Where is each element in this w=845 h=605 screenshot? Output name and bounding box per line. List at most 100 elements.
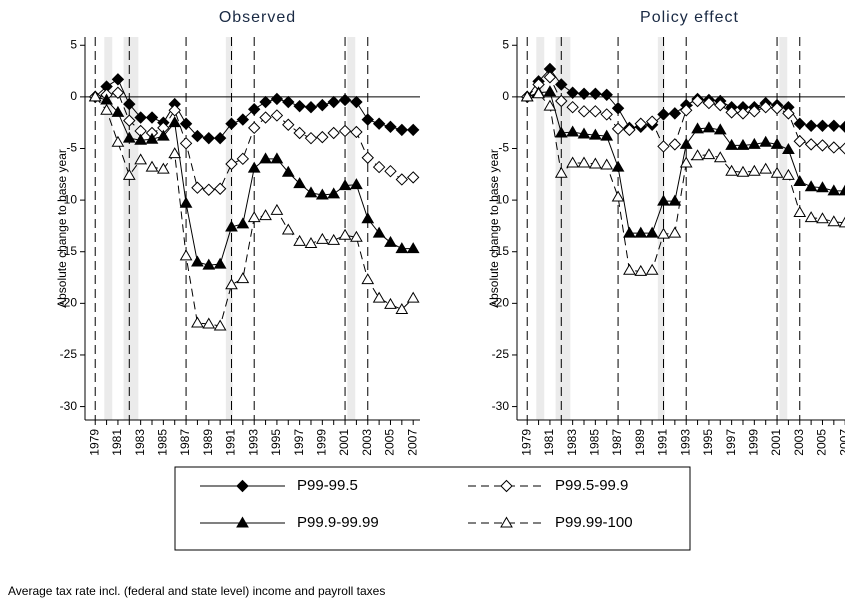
data-point <box>384 235 397 247</box>
data-point <box>327 233 341 245</box>
data-point <box>293 177 306 189</box>
data-point <box>327 126 340 140</box>
data-point <box>543 71 557 84</box>
legend-label: P99.9-99.99 <box>297 514 379 531</box>
data-point <box>600 88 613 102</box>
y-tick-label: -25 <box>60 347 78 361</box>
data-point <box>838 120 845 133</box>
data-point <box>134 133 148 145</box>
data-point <box>736 107 750 120</box>
data-point <box>259 111 272 124</box>
data-point <box>804 180 818 192</box>
data-point <box>634 117 647 130</box>
data-point <box>702 96 716 110</box>
data-point <box>566 86 579 99</box>
data-point <box>281 223 295 235</box>
data-point <box>281 165 295 177</box>
panel: Observed Absolute change to base year 5 0 -5… <box>55 9 420 456</box>
shaded-span <box>347 37 356 420</box>
data-point <box>679 156 693 168</box>
data-point <box>838 184 845 196</box>
y-tick-label: -15 <box>60 244 78 258</box>
data-point <box>111 105 125 117</box>
data-point <box>259 95 272 109</box>
data-point <box>816 212 829 224</box>
data-point <box>668 194 682 206</box>
data-point <box>111 135 125 147</box>
data-point <box>213 319 227 331</box>
data-point <box>361 273 375 285</box>
data-point <box>179 137 193 150</box>
data-point <box>315 188 329 200</box>
data-point <box>122 168 136 180</box>
x-tick-label: 1999 <box>315 429 329 456</box>
data-point <box>338 228 352 240</box>
data-point <box>123 114 136 127</box>
data-point <box>759 135 773 147</box>
x-tick-label: 1985 <box>156 429 170 456</box>
data-point <box>156 129 170 141</box>
data-point <box>713 151 727 163</box>
x-tick-label: 1989 <box>201 429 215 456</box>
data-point <box>645 263 659 275</box>
data-point <box>657 108 670 121</box>
data-point <box>793 117 806 130</box>
data-point <box>338 93 352 107</box>
data-point <box>770 166 784 178</box>
data-point <box>168 104 181 117</box>
x-tick-label: 1987 <box>178 429 192 456</box>
y-tick-label: -20 <box>60 296 78 310</box>
shaded-span <box>779 37 788 420</box>
data-point <box>259 152 272 164</box>
data-point <box>247 103 261 116</box>
data-point <box>623 263 636 275</box>
data-point <box>748 105 761 118</box>
data-point <box>406 291 420 303</box>
data-point <box>168 147 182 159</box>
data-point <box>123 97 136 111</box>
data-point <box>838 216 845 228</box>
data-point <box>213 257 227 269</box>
data-point <box>338 179 352 191</box>
data-point <box>838 142 845 155</box>
data-point <box>225 117 238 130</box>
data-point <box>543 99 557 111</box>
data-point <box>554 166 568 178</box>
data-point <box>736 165 750 177</box>
data-point <box>247 211 261 223</box>
data-point <box>725 138 738 150</box>
data-point <box>532 87 545 99</box>
data-point <box>111 73 125 86</box>
data-point <box>361 113 374 126</box>
x-tick-label: 2003 <box>360 429 374 456</box>
data-point <box>589 87 602 100</box>
data-point <box>213 182 227 195</box>
data-point <box>270 92 284 106</box>
y-tick-label: -20 <box>492 296 510 310</box>
data-point <box>134 153 148 165</box>
x-tick-label: 1989 <box>633 429 647 456</box>
data-point <box>816 181 829 193</box>
data-point <box>384 297 397 309</box>
data-point <box>600 158 614 170</box>
data-point <box>270 109 284 122</box>
data-point <box>827 215 841 227</box>
data-point <box>793 175 807 187</box>
data-point <box>88 90 102 102</box>
data-point <box>702 121 716 133</box>
x-tick-label: 1995 <box>701 429 715 456</box>
y-axis-label: Absolute change to base year <box>55 149 69 308</box>
y-tick-label: -30 <box>492 399 510 413</box>
data-point <box>747 164 761 176</box>
y-tick-label: -25 <box>492 347 510 361</box>
x-tick-label: 1997 <box>724 429 738 456</box>
data-point <box>236 152 250 166</box>
data-point <box>304 186 318 198</box>
data-point <box>293 126 306 140</box>
x-tick-label: 2001 <box>337 429 351 456</box>
legend-marker <box>236 516 249 528</box>
data-point <box>202 183 215 196</box>
x-tick-label: 1997 <box>292 429 306 456</box>
data-point <box>759 100 772 114</box>
data-point <box>782 168 795 180</box>
